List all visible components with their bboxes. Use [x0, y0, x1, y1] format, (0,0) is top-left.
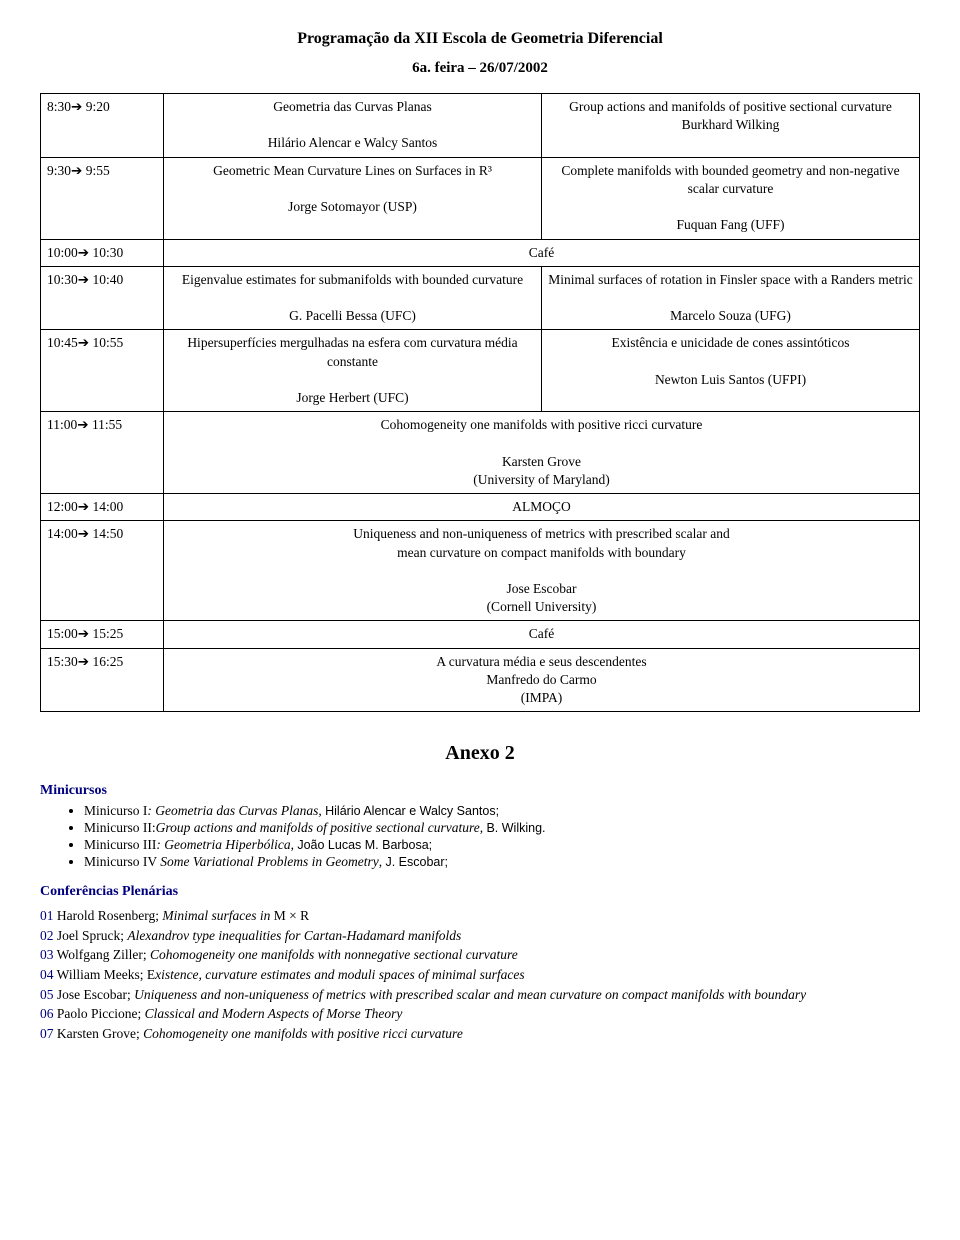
left-cell: Geometria das Curvas PlanasHilário Alenc… [164, 94, 542, 158]
table-row: 8:30➔ 9:20Geometria das Curvas PlanasHil… [41, 94, 920, 158]
center-cell: A curvatura média e seus descendentesMan… [164, 648, 920, 712]
center-cell: ALMOÇO [164, 494, 920, 521]
table-row: 11:00➔ 11:55Cohomogeneity one manifolds … [41, 412, 920, 494]
table-row: 15:30➔ 16:25A curvatura média e seus des… [41, 648, 920, 712]
center-cell: Café [164, 621, 920, 648]
time-cell: 12:00➔ 14:00 [41, 494, 164, 521]
time-cell: 15:30➔ 16:25 [41, 648, 164, 712]
right-cell: Complete manifolds with bounded geometry… [542, 157, 920, 239]
list-item: Minicurso III: Geometria Hiperbólica, Jo… [84, 837, 920, 853]
center-cell: Café [164, 239, 920, 266]
table-row: 12:00➔ 14:00ALMOÇO [41, 494, 920, 521]
list-item: 02 Joel Spruck; Alexandrov type inequali… [40, 926, 920, 946]
time-cell: 10:45➔ 10:55 [41, 330, 164, 412]
list-item: Minicurso II:Group actions and manifolds… [84, 820, 920, 836]
table-row: 10:45➔ 10:55Hipersuperfícies mergulhadas… [41, 330, 920, 412]
list-item: Minicurso I: Geometria das Curvas Planas… [84, 803, 920, 819]
list-item: 05 Jose Escobar; Uniqueness and non-uniq… [40, 985, 920, 1005]
minicursos-heading: Minicursos [40, 783, 920, 799]
time-cell: 14:00➔ 14:50 [41, 521, 164, 621]
list-item: 06 Paolo Piccione; Classical and Modern … [40, 1004, 920, 1024]
list-item: 03 Wolfgang Ziller; Cohomogeneity one ma… [40, 945, 920, 965]
right-cell: Group actions and manifolds of positive … [542, 94, 920, 158]
time-cell: 10:00➔ 10:30 [41, 239, 164, 266]
time-cell: 9:30➔ 9:55 [41, 157, 164, 239]
list-item: 07 Karsten Grove; Cohomogeneity one mani… [40, 1024, 920, 1044]
page-title: Programação da XII Escola de Geometria D… [40, 30, 920, 48]
list-item: 04 William Meeks; Existence, curvature e… [40, 965, 920, 985]
time-cell: 8:30➔ 9:20 [41, 94, 164, 158]
table-row: 10:30➔ 10:40Eigenvalue estimates for sub… [41, 266, 920, 330]
right-cell: Minimal surfaces of rotation in Finsler … [542, 266, 920, 330]
left-cell: Hipersuperfícies mergulhadas na esfera c… [164, 330, 542, 412]
conferencias-list: 01 Harold Rosenberg; Minimal surfaces in… [40, 906, 920, 1043]
left-cell: Geometric Mean Curvature Lines on Surfac… [164, 157, 542, 239]
table-row: 15:00➔ 15:25Café [41, 621, 920, 648]
anexo-title: Anexo 2 [40, 742, 920, 765]
center-cell: Uniqueness and non-uniqueness of metrics… [164, 521, 920, 621]
list-item: Minicurso IV Some Variational Problems i… [84, 854, 920, 870]
time-cell: 11:00➔ 11:55 [41, 412, 164, 494]
center-cell: Cohomogeneity one manifolds with positiv… [164, 412, 920, 494]
page-subtitle: 6a. feira – 26/07/2002 [40, 60, 920, 77]
conferencias-heading: Conferências Plenárias [40, 884, 920, 900]
left-cell: Eigenvalue estimates for submanifolds wi… [164, 266, 542, 330]
table-row: 10:00➔ 10:30Café [41, 239, 920, 266]
minicursos-list: Minicurso I: Geometria das Curvas Planas… [40, 803, 920, 870]
table-row: 14:00➔ 14:50Uniqueness and non-uniquenes… [41, 521, 920, 621]
time-cell: 10:30➔ 10:40 [41, 266, 164, 330]
table-row: 9:30➔ 9:55Geometric Mean Curvature Lines… [41, 157, 920, 239]
schedule-table: 8:30➔ 9:20Geometria das Curvas PlanasHil… [40, 93, 920, 712]
right-cell: Existência e unicidade de cones assintót… [542, 330, 920, 412]
time-cell: 15:00➔ 15:25 [41, 621, 164, 648]
list-item: 01 Harold Rosenberg; Minimal surfaces in… [40, 906, 920, 926]
